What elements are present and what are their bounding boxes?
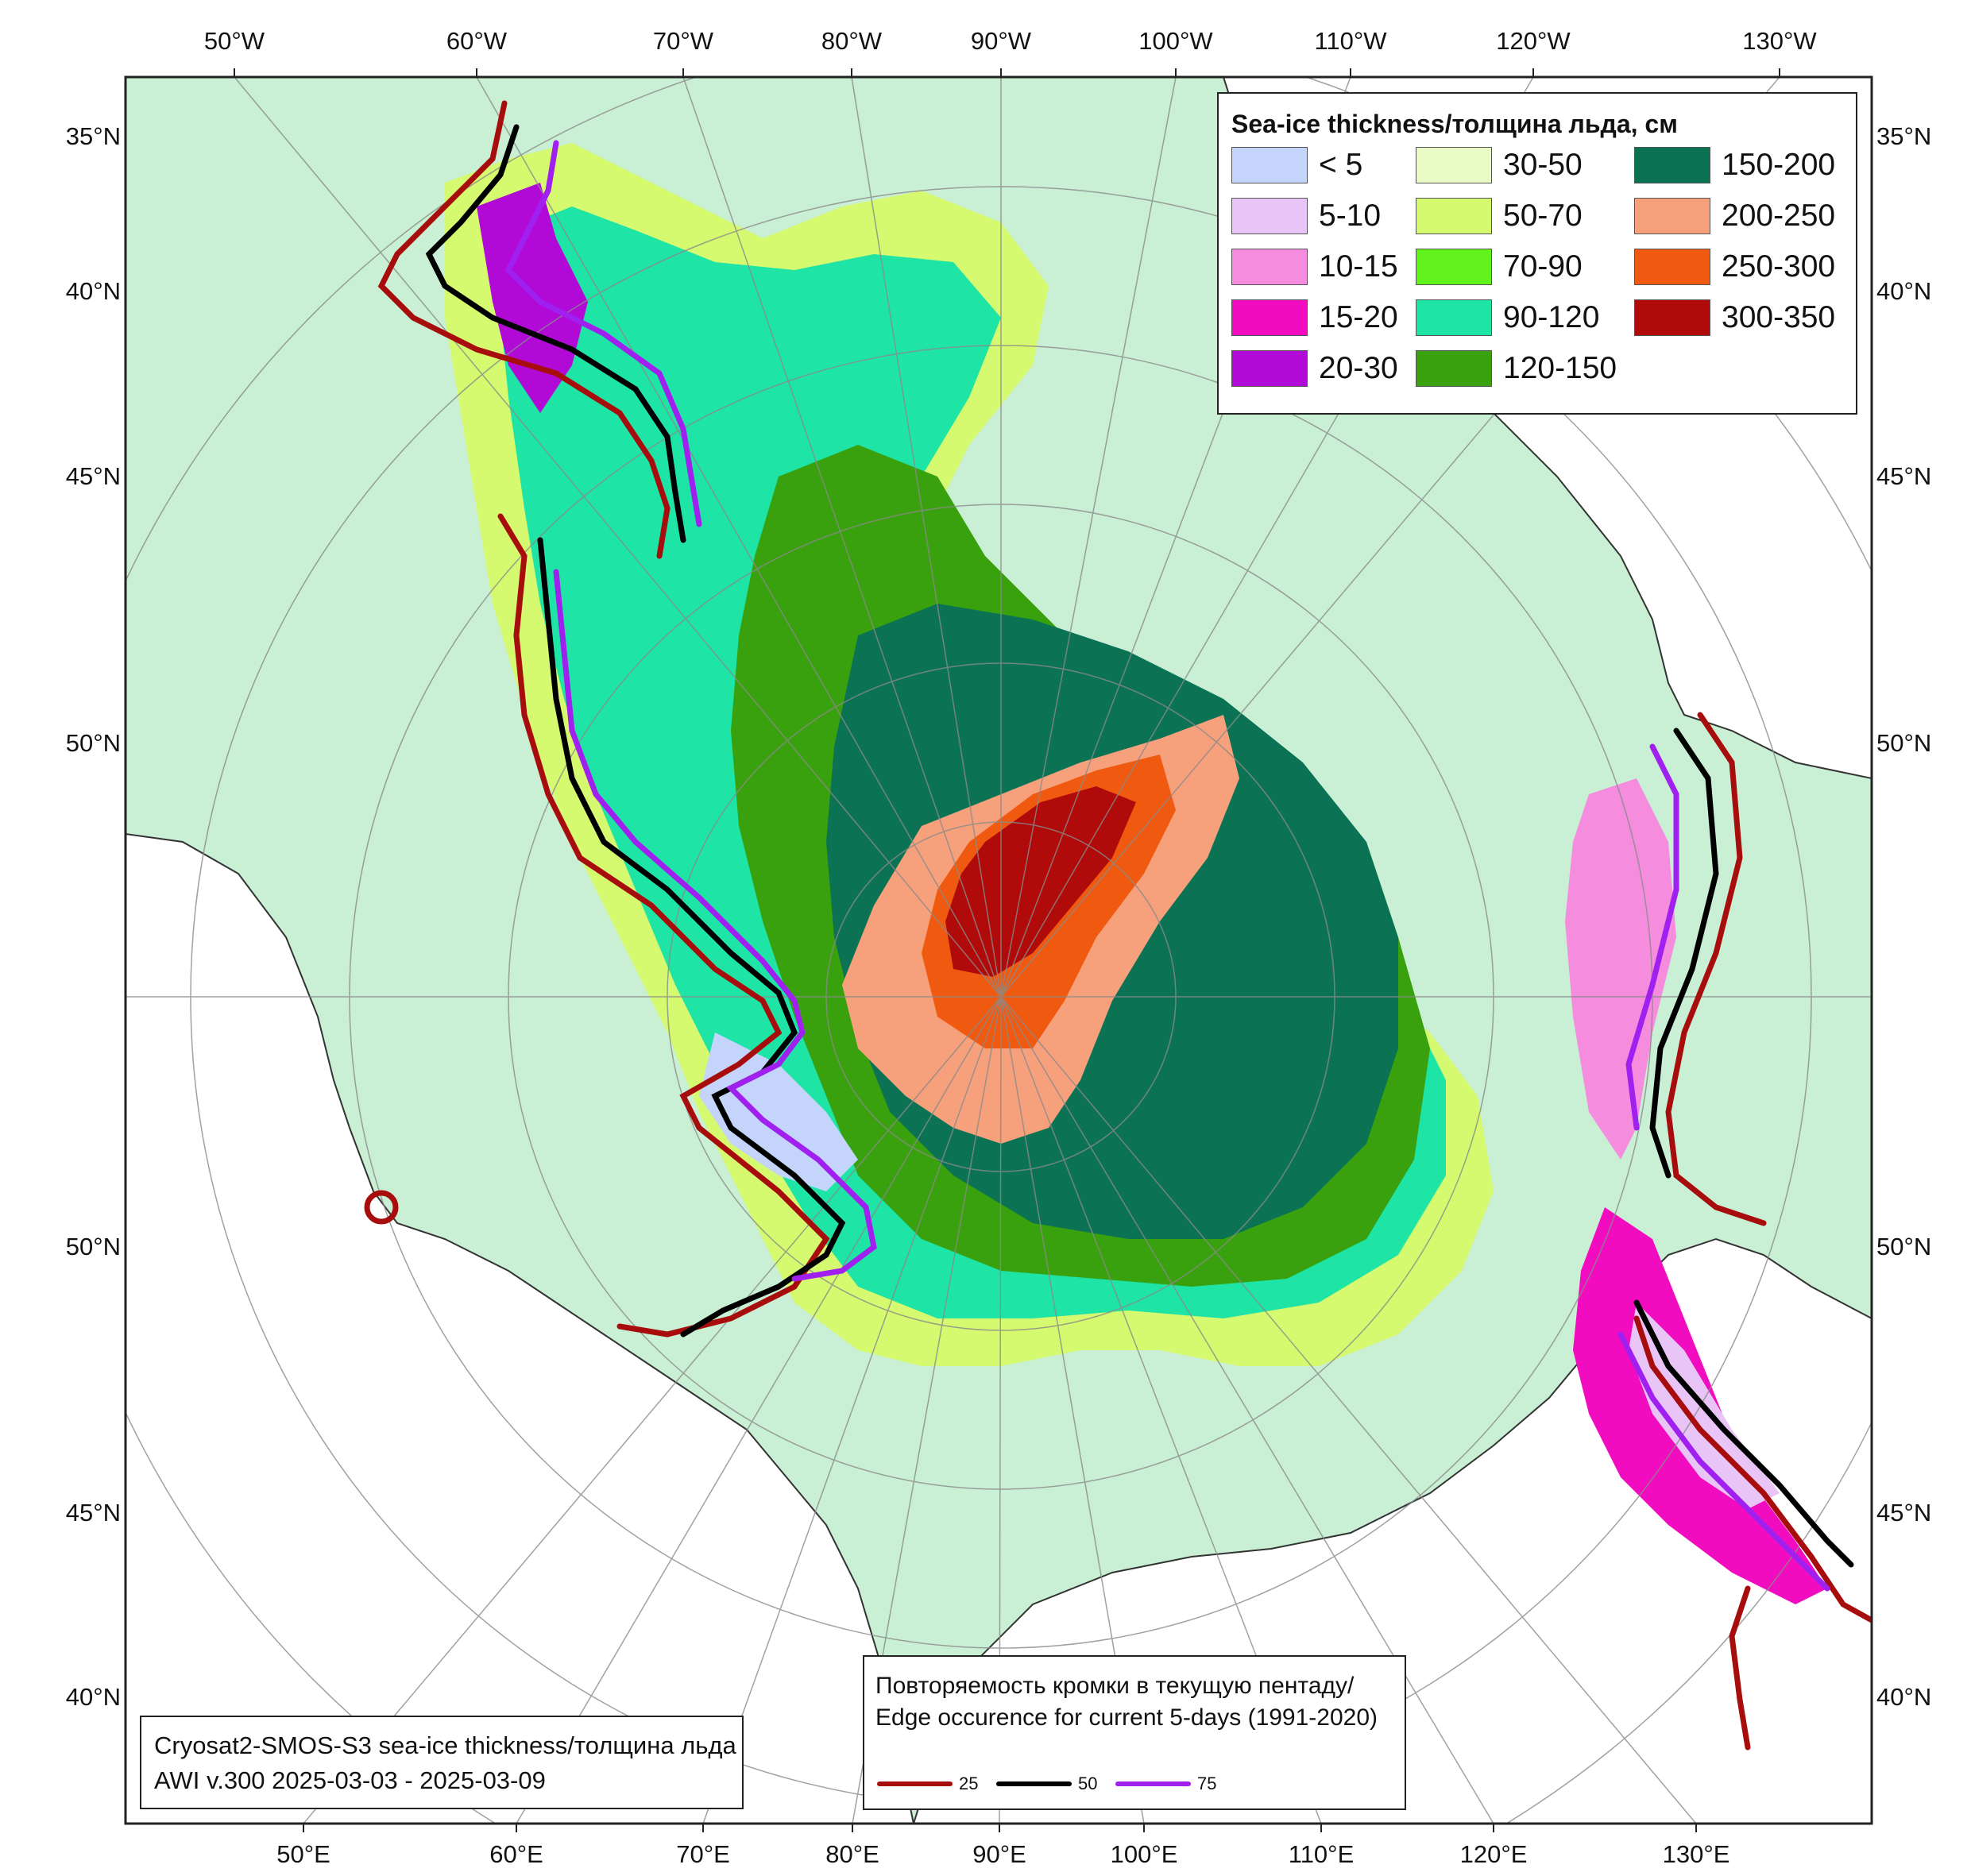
legend-swatch (1231, 350, 1308, 387)
legend-label: 150-200 (1722, 148, 1836, 182)
bottom-lon-label: 80°E (825, 1840, 879, 1868)
top-lon-label: 120°W (1496, 27, 1571, 55)
top-lon-label: 70°W (653, 27, 714, 55)
frame-ticks (234, 68, 1780, 1832)
top-lon-label: 90°W (971, 27, 1032, 55)
top-lon-label: 60°W (446, 27, 508, 55)
sea-ice-field (445, 143, 1827, 1604)
bottom-lon-label: 130°E (1663, 1840, 1730, 1868)
legend-item: 70-90 (1416, 248, 1583, 286)
bottom-longitude-labels: 50°E 60°E 70°E 80°E 90°E 100°E 110°E 120… (276, 1840, 1729, 1868)
legend-label: 120-150 (1503, 351, 1617, 385)
legend-swatch (1416, 198, 1492, 234)
right-latitude-labels: 35°N 40°N 45°N 50°N 50°N 45°N 40°N (1876, 122, 1931, 1711)
legend-label: 250-300 (1722, 249, 1836, 284)
left-lat-label: 45°N (66, 1499, 121, 1527)
bottom-lon-label: 70°E (676, 1840, 730, 1868)
legend-label: < 5 (1319, 148, 1363, 182)
legend-item: 120-150 (1416, 349, 1617, 388)
top-lon-label: 110°W (1314, 27, 1387, 55)
bottom-lon-label: 90°E (972, 1840, 1026, 1868)
legend-label: 30-50 (1503, 148, 1583, 182)
legend-label: 20-30 (1319, 351, 1398, 385)
top-longitude-labels: 50°W 60°W 70°W 80°W 90°W 100°W 110°W 120… (204, 27, 1817, 55)
legend-swatch (1416, 350, 1492, 387)
edge-legend-label: 75 (1197, 1774, 1217, 1793)
product-credit: Cryosat2-SMOS-S3 sea-ice thickness/толщи… (140, 1716, 744, 1809)
edge-legend-title-line1: Повторяемость кромки в текущую пентаду/ (875, 1673, 1355, 1699)
right-lat-label: 50°N (1876, 729, 1931, 757)
legend-item: 150-200 (1634, 146, 1835, 184)
legend-label: 90-120 (1503, 300, 1600, 334)
right-lat-label: 40°N (1876, 277, 1931, 305)
legend-item: 50-70 (1416, 197, 1583, 235)
left-lat-label: 40°N (66, 1683, 121, 1711)
left-lat-label: 50°N (66, 1233, 121, 1260)
edge-legend-label: 50 (1078, 1774, 1098, 1793)
legend-swatch (1231, 299, 1308, 336)
right-lat-label: 50°N (1876, 1233, 1931, 1260)
right-lat-label: 45°N (1876, 1499, 1931, 1527)
legend-swatch (1416, 147, 1492, 183)
top-lon-label: 50°W (204, 27, 265, 55)
legend-label: 50-70 (1503, 199, 1583, 233)
credit-line-1: Cryosat2-SMOS-S3 sea-ice thickness/толщи… (154, 1731, 736, 1759)
edge-line-swatch (996, 1781, 1072, 1786)
legend-label: 200-250 (1722, 199, 1836, 233)
legend-label: 300-350 (1722, 300, 1836, 334)
edge-occurrence-legend: Повторяемость кромки в текущую пентаду/ … (863, 1655, 1406, 1810)
left-latitude-labels: 35°N 40°N 45°N 50°N 50°N 45°N 40°N (66, 122, 121, 1711)
edge-legend-item-25: 25 (877, 1774, 978, 1794)
legend-item: 10-15 (1231, 248, 1398, 286)
legend-label: 70-90 (1503, 249, 1583, 284)
left-lat-label: 35°N (66, 122, 121, 150)
legend-swatch (1416, 249, 1492, 285)
edge-lines (364, 100, 1872, 1751)
legend-label: 10-15 (1319, 249, 1398, 284)
legend-item: 250-300 (1634, 248, 1835, 286)
legend-swatch (1634, 249, 1710, 285)
legend-title: Sea-ice thickness/толщина льда, см (1231, 110, 1678, 138)
right-lat-label: 45°N (1876, 462, 1931, 490)
bottom-lon-label: 60°E (489, 1840, 543, 1868)
left-lat-label: 50°N (66, 729, 121, 757)
legend-item: 200-250 (1634, 197, 1835, 235)
edge-legend-title-line2: Edge occurence for current 5-days (1991-… (875, 1704, 1378, 1731)
credit-line-2: AWI v.300 2025-03-03 - 2025-03-09 (154, 1766, 546, 1794)
edge-legend-item-75: 75 (1115, 1774, 1216, 1794)
edge-legend-item-50: 50 (996, 1774, 1097, 1794)
legend-swatch (1231, 147, 1308, 183)
legend-swatch (1634, 147, 1710, 183)
legend-swatch (1634, 299, 1710, 336)
edge-line-swatch (877, 1781, 953, 1786)
legend-label: 15-20 (1319, 300, 1398, 334)
legend-swatch (1231, 198, 1308, 234)
legend-item: 30-50 (1416, 146, 1583, 184)
bottom-lon-label: 120°E (1460, 1840, 1528, 1868)
thickness-legend: Sea-ice thickness/толщина льда, см < 5 5-… (1217, 92, 1857, 415)
legend-item: < 5 (1231, 146, 1362, 184)
legend-swatch (1416, 299, 1492, 336)
graticule (126, 77, 1872, 1824)
left-lat-label: 40°N (66, 277, 121, 305)
edge-line-swatch (1115, 1781, 1191, 1786)
legend-swatch (1231, 249, 1308, 285)
top-lon-label: 80°W (821, 27, 883, 55)
legend-item: 300-350 (1634, 299, 1835, 337)
legend-item: 5-10 (1231, 197, 1381, 235)
top-lon-label: 130°W (1742, 27, 1817, 55)
right-lat-label: 35°N (1876, 122, 1931, 150)
legend-item: 90-120 (1416, 299, 1599, 337)
legend-item: 15-20 (1231, 299, 1398, 337)
top-lon-label: 100°W (1138, 27, 1213, 55)
edge-legend-label: 25 (959, 1774, 979, 1793)
right-lat-label: 40°N (1876, 1683, 1931, 1711)
legend-swatch (1634, 198, 1710, 234)
left-lat-label: 45°N (66, 462, 121, 490)
bottom-lon-label: 110°E (1289, 1840, 1355, 1868)
bottom-lon-label: 50°E (276, 1840, 330, 1868)
legend-label: 5-10 (1319, 199, 1382, 233)
bottom-lon-label: 100°E (1111, 1840, 1178, 1868)
legend-item: 20-30 (1231, 349, 1398, 388)
